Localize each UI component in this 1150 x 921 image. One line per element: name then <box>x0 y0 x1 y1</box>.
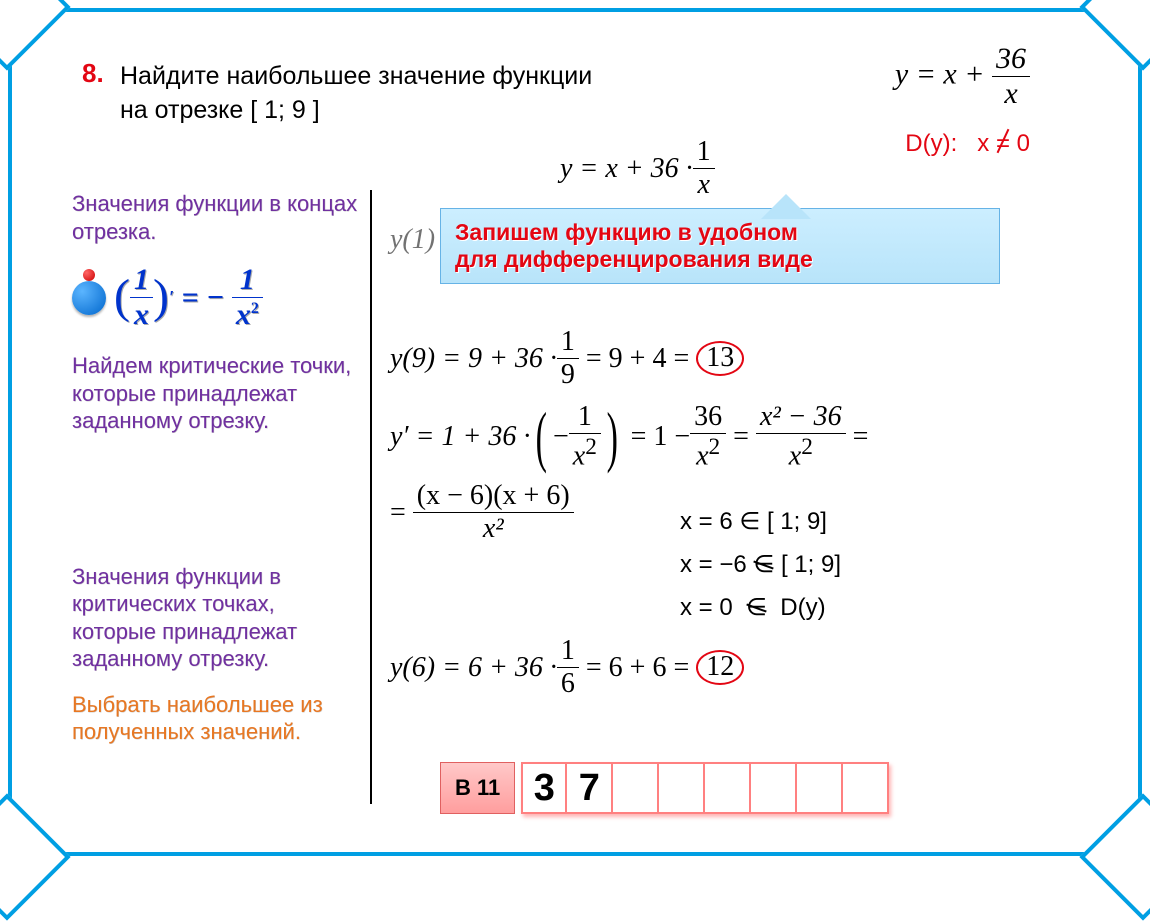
answer-cell <box>797 762 843 814</box>
cond-1: x = 6 ∈ [ 1; 9] <box>680 500 841 543</box>
conditions-list: x = 6 ∈ [ 1; 9] x = −6 ∈ [ 1; 9] x = 0 ∈… <box>680 500 841 630</box>
problem-line2: на отрезке [ 1; 9 ] <box>120 96 320 124</box>
cond-2: x = −6 ∈ [ 1; 9] <box>680 543 841 586</box>
note-endpoints: Значения функции в концах отрезка. <box>72 190 362 245</box>
answer-cell <box>705 762 751 814</box>
answer-cell: 7 <box>567 762 613 814</box>
problem-line1: Найдите наибольшее значение функции <box>120 62 592 90</box>
note-critical: Найдем критические точки, которые принад… <box>72 352 362 435</box>
slide-content: 8. Найдите наибольшее значение функции н… <box>20 20 1130 844</box>
answer-label: В 11 <box>440 762 515 814</box>
derivative-hint: ( 1 x )′ = − 1 x2 <box>72 263 362 332</box>
problem-number: 8. <box>82 58 104 89</box>
note-critical-values: Значения функции в критических точках, к… <box>72 563 362 673</box>
main-function: y = x + 36 x <box>895 42 1030 111</box>
info-icon <box>72 281 106 315</box>
answer-cells: 3 7 <box>521 762 889 814</box>
cond-3: x = 0 ∈ D(y) <box>680 586 841 629</box>
answer-cell <box>843 762 889 814</box>
answer-cell <box>613 762 659 814</box>
answer-cell <box>751 762 797 814</box>
divider-line <box>370 190 372 804</box>
answer-cell <box>659 762 705 814</box>
answer-cell: 3 <box>521 762 567 814</box>
callout-box: Запишем функцию в удобном для дифференци… <box>440 208 1000 284</box>
note-choose-max: Выбрать наибольшее из полученных значени… <box>72 691 362 746</box>
problem-text: Найдите наибольшее значение функции на о… <box>120 60 592 128</box>
sidebar: Значения функции в концах отрезка. ( 1 x… <box>72 190 362 746</box>
slide-frame: 8. Найдите наибольшее значение функции н… <box>8 8 1142 856</box>
answer-row: В 11 3 7 <box>440 762 889 814</box>
